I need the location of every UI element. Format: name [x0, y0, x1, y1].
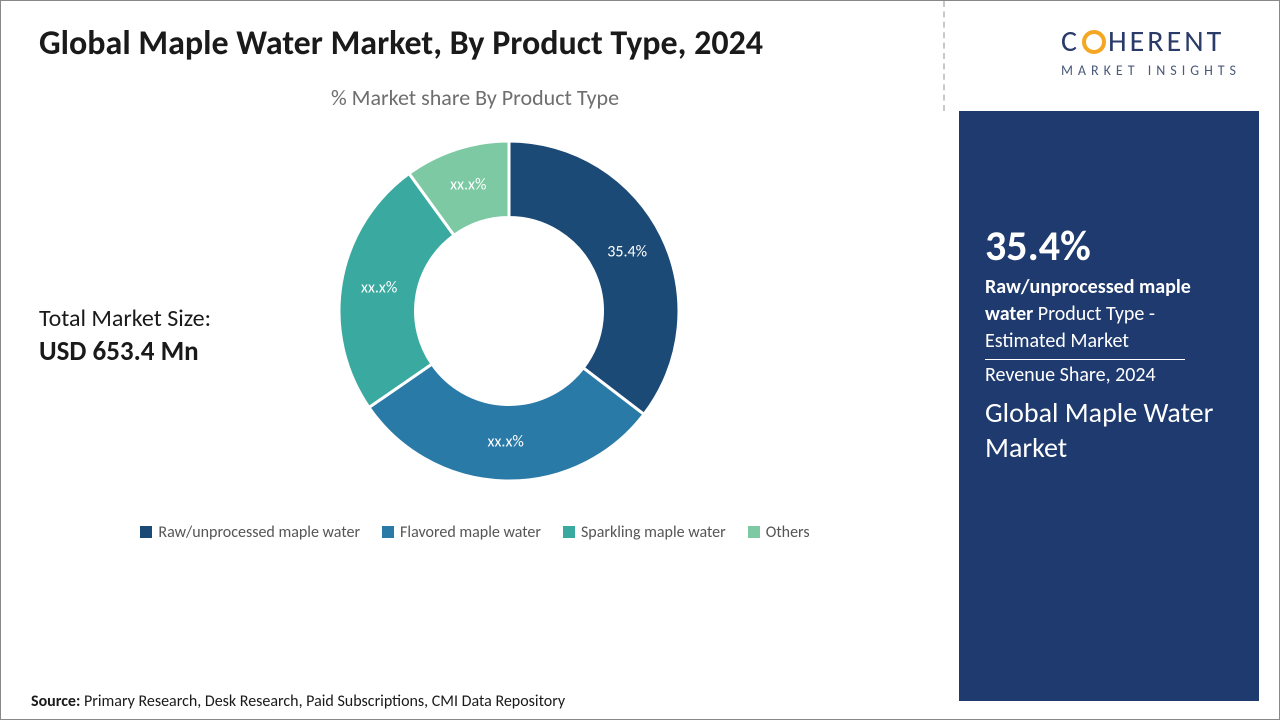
main-chart-area: Global Maple Water Market, By Product Ty… — [1, 1, 941, 721]
donut-slice — [369, 364, 644, 481]
logo-ring-icon — [1082, 30, 1106, 54]
market-size-label: Total Market Size: — [39, 304, 319, 333]
legend-item: Sparkling maple water — [563, 523, 726, 542]
donut-chart: 35.4% xx.x% xx.x% xx.x% — [319, 121, 699, 501]
legend-item: Flavored maple water — [382, 523, 541, 542]
legend-swatch — [382, 526, 394, 538]
logo-wordmark: C HERENT — [1061, 23, 1241, 60]
legend-swatch — [140, 526, 152, 538]
logo-pre: C — [1061, 23, 1080, 60]
highlight-rest2: Revenue Share, 2024 — [985, 363, 1156, 387]
legend-item: Others — [748, 523, 810, 542]
brand-logo: C HERENT MARKET INSIGHTS — [1061, 23, 1241, 79]
panel-title: Global Maple Water Market — [985, 395, 1233, 465]
legend-swatch — [748, 526, 760, 538]
logo-subtitle: MARKET INSIGHTS — [1061, 62, 1241, 79]
source-label: Source: — [31, 692, 80, 711]
chart-row: Total Market Size: USD 653.4 Mn 35.4% xx.… — [39, 121, 911, 501]
legend-text: Sparkling maple water — [581, 523, 726, 542]
page-title: Global Maple Water Market, By Product Ty… — [39, 23, 839, 66]
legend-text: Flavored maple water — [400, 523, 541, 542]
slice-label: xx.x% — [450, 176, 486, 195]
slice-label: xx.x% — [361, 279, 397, 298]
legend-item: Raw/unprocessed maple water — [140, 523, 360, 542]
vertical-divider — [943, 1, 945, 111]
legend-swatch — [563, 526, 575, 538]
highlight-percent: 35.4% — [985, 221, 1233, 272]
legend-text: Raw/unprocessed maple water — [158, 523, 360, 542]
source-citation: Source: Primary Research, Desk Research,… — [31, 692, 565, 711]
chart-subtitle: % Market share By Product Type — [39, 84, 911, 111]
slice-label: xx.x% — [488, 433, 524, 452]
source-text: Primary Research, Desk Research, Paid Su… — [80, 692, 565, 711]
market-size-value: USD 653.4 Mn — [39, 335, 319, 368]
chart-legend: Raw/unprocessed maple water Flavored mapl… — [39, 523, 911, 542]
highlight-rule — [985, 359, 1185, 360]
highlight-panel: 35.4% Raw/unprocessed maple water Produc… — [959, 111, 1259, 701]
market-size-block: Total Market Size: USD 653.4 Mn — [39, 254, 319, 368]
donut-slice — [509, 141, 679, 414]
logo-post: HERENT — [1108, 23, 1224, 60]
slice-label: 35.4% — [607, 243, 647, 262]
highlight-text: Raw/unprocessed maple water Product Type… — [985, 274, 1233, 389]
legend-text: Others — [766, 523, 810, 542]
